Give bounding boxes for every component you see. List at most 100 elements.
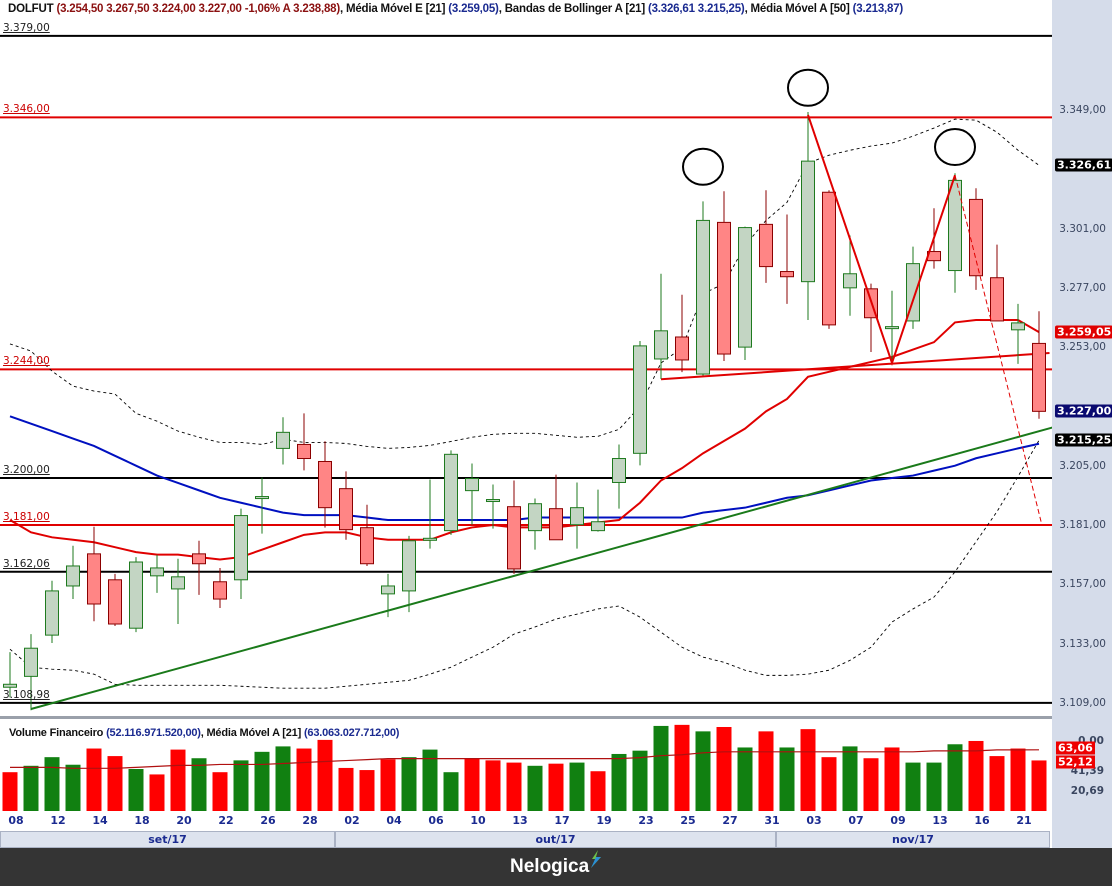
candle-body (150, 567, 164, 577)
candle (633, 340, 647, 466)
date-label: 13 (932, 814, 948, 827)
candle (360, 504, 374, 566)
candle (444, 450, 458, 535)
candle-body (654, 330, 668, 360)
date-label: 07 (848, 814, 864, 827)
date-label: 09 (890, 814, 906, 827)
candle (591, 489, 605, 532)
candle (822, 190, 836, 329)
candle-body (45, 590, 59, 636)
candle (45, 580, 59, 644)
candle-body (234, 515, 248, 581)
date-label: 20 (176, 814, 192, 827)
candle (759, 190, 773, 283)
candle (738, 226, 752, 360)
candle (318, 441, 332, 528)
candle-body (255, 496, 269, 500)
volume-bar (632, 750, 648, 811)
level-label: 3.244,00 (3, 355, 50, 368)
candle-body (192, 553, 206, 565)
volume-tick-label: 20,69 (1070, 784, 1104, 797)
candle-body (87, 553, 101, 605)
volume-bar (86, 748, 102, 811)
month-label: out/17 (335, 831, 776, 848)
price-chart[interactable] (0, 0, 1052, 848)
volume-ma-value: (63.063.027.712,00) (303, 727, 400, 739)
footer: Nelogica (0, 848, 1112, 886)
ohlc-values: (3.254,50 3.267,50 3.224,00 3.227,00 -1,… (56, 3, 340, 15)
candle-body (948, 179, 962, 272)
price-tag: 3.259,05 (1055, 325, 1112, 339)
volume-bar (23, 765, 39, 811)
candle-body (696, 219, 710, 375)
candle-body (612, 458, 626, 483)
volume-bar (527, 765, 543, 811)
candle-body (3, 683, 17, 688)
price-tick-label: 3.133,00 (1059, 637, 1106, 650)
candle (339, 471, 353, 540)
date-label: 14 (92, 814, 108, 827)
date-label: 17 (554, 814, 570, 827)
bb-label: , Bandas de Bollinger A [21] (498, 3, 648, 15)
level-label: 3.200,00 (3, 464, 50, 477)
date-label: 06 (428, 814, 444, 827)
candle (234, 508, 248, 600)
candle-body (591, 521, 605, 532)
date-label: 10 (470, 814, 486, 827)
logo-bolt-icon (591, 850, 601, 868)
volume-bar (1031, 760, 1047, 811)
volume-bar (2, 772, 18, 811)
panel-divider[interactable] (0, 716, 1052, 719)
date-label: 26 (260, 814, 276, 827)
level-label: 3.379,00 (3, 21, 50, 34)
volume-value: (52.116.971.520,00) (106, 727, 201, 739)
volume-bar (44, 757, 60, 811)
price-tick-label: 3.253,00 (1059, 341, 1106, 354)
sma50-line (9, 415, 1040, 522)
volume-bar (590, 771, 606, 811)
candle-body (801, 160, 815, 283)
candle (696, 201, 710, 376)
volume-tag: 63,06 (1056, 741, 1095, 755)
volume-bar (464, 758, 480, 811)
bollinger-lower-line (9, 440, 1040, 689)
ema-label: , Média Móvel E [21] (339, 3, 449, 15)
month-label: set/17 (0, 831, 335, 848)
neckline (660, 352, 1050, 381)
volume-bar (254, 751, 270, 811)
volume-bar (968, 740, 984, 811)
trendline (30, 426, 1052, 710)
candle-body (402, 540, 416, 592)
candle-body (675, 336, 689, 361)
price-tick-label: 3.205,00 (1059, 459, 1106, 472)
candle (948, 173, 962, 293)
ema21-line (9, 318, 1040, 561)
candle-body (129, 561, 143, 629)
candle (612, 444, 626, 509)
month-label: nov/17 (776, 831, 1050, 848)
date-label: 16 (974, 814, 990, 827)
candle (528, 498, 542, 550)
date-label: 28 (302, 814, 318, 827)
volume-bar (758, 731, 774, 811)
candle (24, 634, 38, 711)
candle-body (381, 585, 395, 595)
date-axis: 08 12 14 18 20 22 26 28 02 04 06 10 13 17 19 23 25 27 31 03… (0, 812, 1052, 830)
candle (780, 214, 794, 304)
peak-circle (787, 68, 829, 107)
price-tick-label: 3.181,00 (1059, 518, 1106, 531)
candle (507, 480, 521, 574)
date-label: 22 (218, 814, 234, 827)
volume-bar (884, 747, 900, 811)
candle (66, 545, 80, 600)
candle (129, 557, 143, 633)
candle-body (297, 443, 311, 460)
candle (843, 235, 857, 316)
volume-bar (674, 724, 690, 811)
candle-body (66, 565, 80, 587)
price-axis[interactable]: 3.349,00 3.301,00 3.277,00 3.253,00 3.205,00… (1052, 0, 1112, 848)
candle-body (570, 507, 584, 526)
sma-label: , Média Móvel A [50] (744, 3, 853, 15)
candle (87, 526, 101, 622)
candle (3, 652, 17, 698)
